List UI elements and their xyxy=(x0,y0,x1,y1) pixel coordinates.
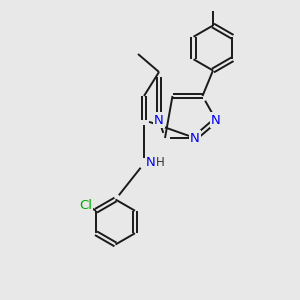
Text: Cl: Cl xyxy=(79,199,92,212)
Text: N: N xyxy=(154,113,164,127)
Text: N: N xyxy=(190,131,200,145)
Text: N: N xyxy=(146,155,155,169)
Text: N: N xyxy=(211,113,221,127)
Text: H: H xyxy=(156,155,165,169)
